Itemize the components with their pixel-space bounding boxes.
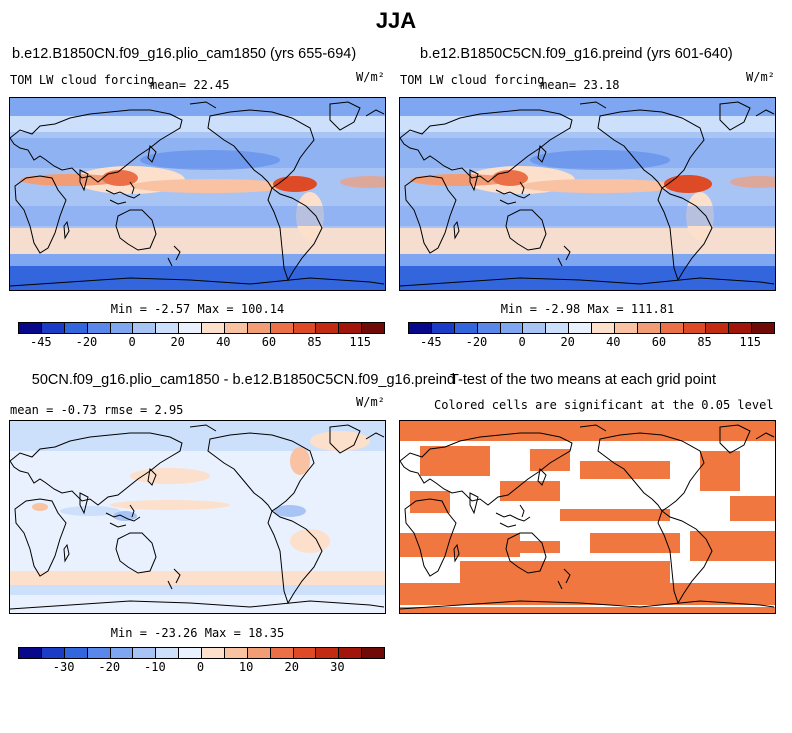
colorbar-cell [614, 323, 638, 333]
colorbar-cell [41, 323, 65, 333]
colorbar-cell [156, 648, 180, 658]
colorbar-cell [454, 323, 478, 333]
tick-label: -20 [75, 335, 98, 349]
colorbar-cell [729, 323, 753, 333]
panel-2-units: W/m² [746, 70, 775, 84]
tick-label: -45 [29, 335, 52, 349]
colorbar-difference [18, 647, 385, 659]
colorbar-cell [409, 323, 432, 333]
panel-4-map [399, 420, 776, 614]
tick-label: 60 [261, 335, 277, 349]
tick-label: 20 [284, 660, 299, 674]
colorbar-cell [362, 323, 384, 333]
tick-label: 0 [518, 335, 526, 349]
tick-label: 115 [739, 335, 762, 349]
colorbar-cell [706, 323, 730, 333]
colorbar-cell [569, 323, 592, 333]
tick-label: 10 [238, 660, 254, 674]
colorbar-cell [546, 323, 570, 333]
panel-1-title: b.e12.B1850CN.f09_g16.plio_cam1850 (yrs … [12, 46, 357, 62]
colorbar-cell [316, 648, 340, 658]
colorbar-cell [19, 323, 42, 333]
figure-title: JJA [375, 8, 417, 33]
colorbar-cell [752, 323, 774, 333]
tick-label: 115 [349, 335, 372, 349]
colorbar-cell [247, 648, 271, 658]
tick-label: 40 [606, 335, 621, 349]
panel-1-mean: mean= 22.45 [150, 78, 230, 92]
colorbar-cell [133, 648, 157, 658]
tick-label: -30 [52, 660, 75, 674]
colorbar-cell [64, 648, 88, 658]
tick-label: -20 [465, 335, 488, 349]
colorbar-cell [110, 648, 134, 658]
tick-label: 85 [697, 335, 712, 349]
tick-label: -45 [419, 335, 442, 349]
colorbar-cell [362, 648, 384, 658]
colorbar-cell [293, 648, 317, 658]
panel-1-units: W/m² [356, 70, 385, 84]
tick-label: 0 [196, 660, 205, 674]
colorbar-cell [202, 323, 225, 333]
tick-label: 30 [330, 660, 345, 674]
tick-label: 0 [128, 335, 136, 349]
colorbar-cell [87, 323, 111, 333]
colorbar-cell [339, 648, 363, 658]
colorbar-cell [660, 323, 684, 333]
colorbar-cell [592, 323, 615, 333]
panel-2-variable: TOM LW cloud forcing [400, 73, 545, 87]
colorbar-absolute-1 [18, 322, 385, 334]
panel-4-subtitle: Colored cells are significant at the 0.0… [434, 398, 774, 412]
panel-2-title: b.e12.B1850C5CN.f09_g16.preind (yrs 601-… [420, 46, 733, 62]
panel-2-map [399, 97, 776, 291]
colorbar-cell [523, 323, 547, 333]
colorbar-cell [179, 648, 202, 658]
colorbar-cell [270, 648, 294, 658]
panel-1-minmax: Min = -2.57 Max = 100.14 [110, 302, 285, 316]
colorbar-cell [110, 323, 134, 333]
colorbar-cell [87, 648, 111, 658]
colorbar-cell [133, 323, 157, 333]
colorbar-cell [339, 323, 363, 333]
panel-3-stats: mean = -0.73 rmse = 2.95 [10, 403, 184, 417]
tick-label: 20 [560, 335, 575, 349]
panel-4-title: T-test of the two means at each grid poi… [450, 372, 716, 388]
colorbar-cell [293, 323, 317, 333]
panel-3-units: W/m² [356, 395, 385, 409]
colorbar-cell [224, 648, 248, 658]
colorbar-cell [637, 323, 661, 333]
panel-1-variable: TOM LW cloud forcing [10, 73, 155, 87]
panel-3-title: 50CN.f09_g16.plio_cam1850 - b.e12.B1850C… [31, 372, 455, 388]
colorbar-cell [431, 323, 455, 333]
colorbar-absolute-2 [408, 322, 775, 334]
colorbar-cell [270, 323, 294, 333]
panel-2-minmax: Min = -2.98 Max = 111.81 [500, 302, 675, 316]
colorbar-cell [500, 323, 524, 333]
colorbar-cell [683, 323, 707, 333]
colorbar-absolute-1-ticks: -45 -20 0 20 40 60 85 115 [18, 335, 383, 351]
tick-label: 85 [307, 335, 322, 349]
tick-label: -10 [144, 660, 166, 674]
colorbar-cell [247, 323, 271, 333]
colorbar-difference-ticks: -30 -20 -10 0 10 20 30 [18, 660, 383, 676]
colorbar-cell [179, 323, 202, 333]
panel-2-mean: mean= 23.18 [540, 78, 620, 92]
panel-1-map [9, 97, 386, 291]
colorbar-cell [19, 648, 42, 658]
colorbar-cell [477, 323, 501, 333]
colorbar-cell [316, 323, 340, 333]
colorbar-cell [224, 323, 248, 333]
panel-3-minmax: Min = -23.26 Max = 18.35 [110, 626, 285, 640]
tick-label: 40 [216, 335, 231, 349]
colorbar-absolute-2-ticks: -45 -20 0 20 40 60 85 115 [408, 335, 773, 351]
colorbar-cell [41, 648, 65, 658]
tick-label: 60 [651, 335, 667, 349]
panel-3-map [9, 420, 386, 614]
colorbar-cell [156, 323, 180, 333]
tick-label: -20 [98, 660, 121, 674]
colorbar-cell [202, 648, 225, 658]
tick-label: 20 [170, 335, 185, 349]
colorbar-cell [64, 323, 88, 333]
